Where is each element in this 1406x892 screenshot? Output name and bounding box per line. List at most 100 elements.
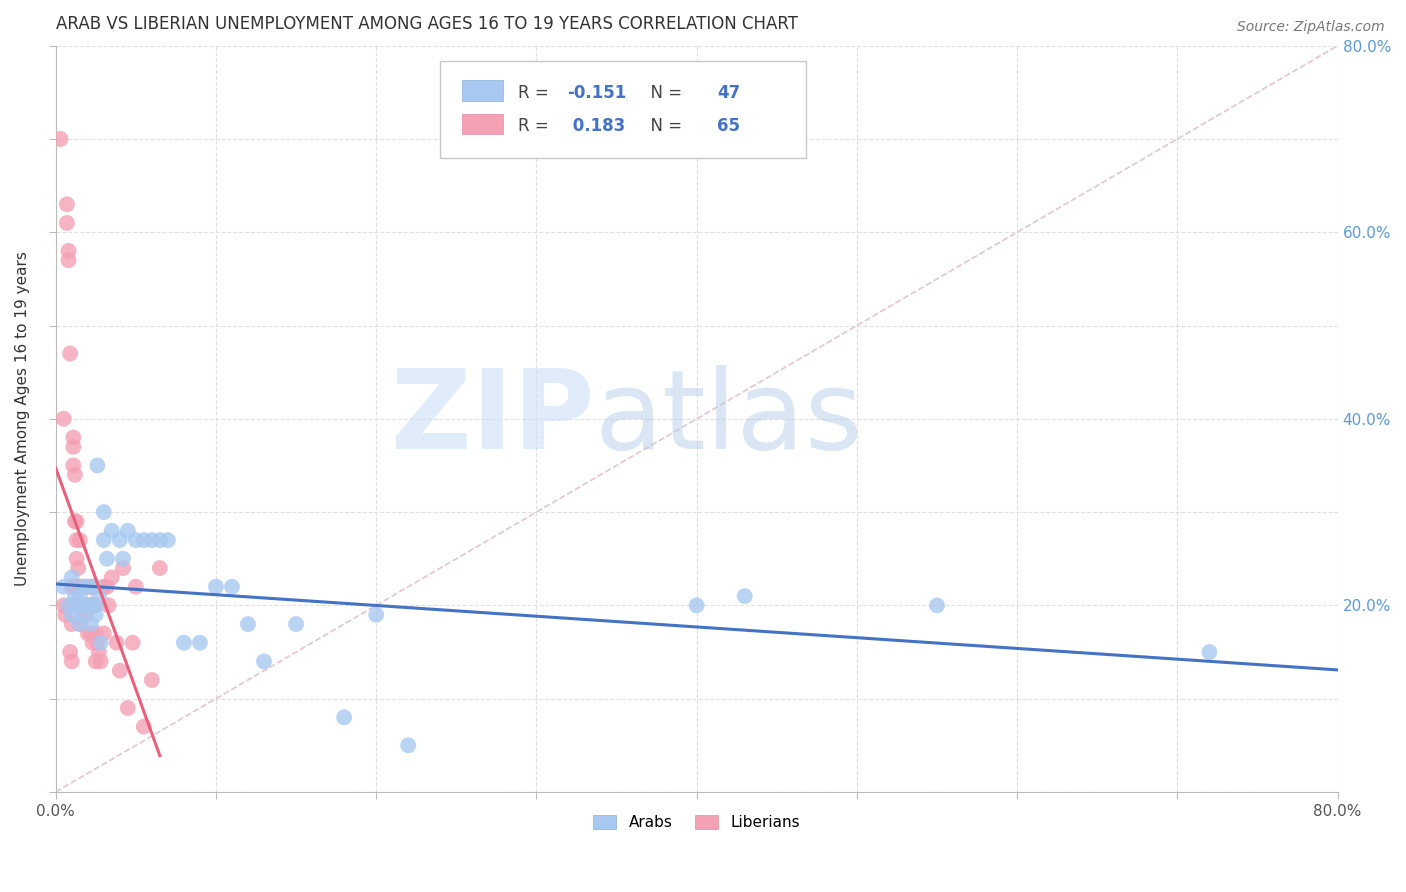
Point: [60, 654, 83, 668]
Point: [132, 533, 155, 547]
Point: [65, 551, 87, 566]
Point: [63, 589, 86, 603]
Point: [925, 599, 948, 613]
Point: [65, 515, 87, 529]
Point: [188, 636, 211, 650]
Point: [59, 346, 82, 360]
Point: [82, 599, 104, 613]
Point: [285, 617, 308, 632]
Point: [117, 524, 139, 538]
Point: [86, 636, 108, 650]
Text: atlas: atlas: [595, 366, 863, 472]
Point: [67, 599, 90, 613]
Point: [80, 617, 103, 632]
Point: [236, 617, 259, 632]
Text: Source: ZipAtlas.com: Source: ZipAtlas.com: [1237, 20, 1385, 34]
Point: [62, 430, 84, 444]
Y-axis label: Unemployment Among Ages 16 to 19 years: Unemployment Among Ages 16 to 19 years: [15, 252, 30, 586]
Point: [72, 607, 94, 622]
Point: [93, 580, 115, 594]
Text: 65: 65: [717, 117, 740, 136]
Point: [69, 533, 91, 547]
Point: [141, 673, 163, 687]
Point: [125, 580, 148, 594]
Point: [132, 720, 155, 734]
Point: [60, 607, 83, 622]
Point: [108, 664, 131, 678]
Point: [59, 645, 82, 659]
Point: [84, 654, 107, 668]
Point: [149, 561, 172, 575]
Point: [60, 570, 83, 584]
Text: -0.151: -0.151: [567, 84, 627, 102]
Point: [58, 599, 80, 613]
Point: [56, 197, 79, 211]
Point: [52, 580, 75, 594]
Point: [70, 580, 93, 594]
Point: [75, 580, 97, 594]
Point: [73, 599, 96, 613]
Point: [111, 561, 134, 575]
Text: ARAB VS LIBERIAN UNEMPLOYMENT AMONG AGES 16 TO 19 YEARS CORRELATION CHART: ARAB VS LIBERIAN UNEMPLOYMENT AMONG AGES…: [56, 15, 797, 33]
Point: [1198, 645, 1220, 659]
Legend: Arabs, Liberians: Arabs, Liberians: [588, 809, 806, 837]
Point: [87, 589, 110, 603]
Point: [60, 617, 83, 632]
Point: [52, 412, 75, 426]
Point: [121, 636, 143, 650]
Point: [97, 599, 120, 613]
Point: [84, 626, 107, 640]
Point: [63, 515, 86, 529]
Bar: [463, 80, 503, 101]
Point: [83, 599, 105, 613]
Point: [60, 580, 83, 594]
Point: [76, 580, 98, 594]
Point: [93, 626, 115, 640]
Point: [111, 551, 134, 566]
Point: [58, 253, 80, 268]
FancyBboxPatch shape: [440, 61, 806, 158]
Point: [80, 626, 103, 640]
Point: [67, 561, 90, 575]
Point: [53, 607, 76, 622]
Point: [333, 710, 356, 724]
Point: [75, 607, 97, 622]
Point: [79, 580, 101, 594]
Point: [685, 599, 707, 613]
Point: [76, 599, 98, 613]
Text: N =: N =: [640, 84, 688, 102]
Point: [69, 589, 91, 603]
Point: [108, 533, 131, 547]
Point: [63, 580, 86, 594]
Point: [101, 570, 124, 584]
Point: [221, 580, 243, 594]
Bar: [463, 113, 503, 135]
Point: [80, 599, 103, 613]
Point: [105, 636, 128, 650]
Point: [149, 533, 172, 547]
Point: [96, 580, 118, 594]
Point: [73, 580, 96, 594]
Point: [70, 599, 93, 613]
Point: [72, 580, 94, 594]
Point: [253, 654, 276, 668]
Point: [79, 599, 101, 613]
Point: [84, 599, 107, 613]
Point: [125, 533, 148, 547]
Text: 0.183: 0.183: [567, 117, 626, 136]
Point: [93, 533, 115, 547]
Point: [156, 533, 179, 547]
Point: [93, 505, 115, 519]
Text: ZIP: ZIP: [391, 366, 595, 472]
Point: [65, 533, 87, 547]
Point: [84, 607, 107, 622]
Text: 47: 47: [717, 84, 741, 102]
Point: [173, 636, 195, 650]
Point: [76, 599, 98, 613]
Point: [90, 654, 112, 668]
Point: [62, 440, 84, 454]
Point: [69, 617, 91, 632]
Point: [734, 589, 756, 603]
Point: [87, 645, 110, 659]
Point: [49, 132, 72, 146]
